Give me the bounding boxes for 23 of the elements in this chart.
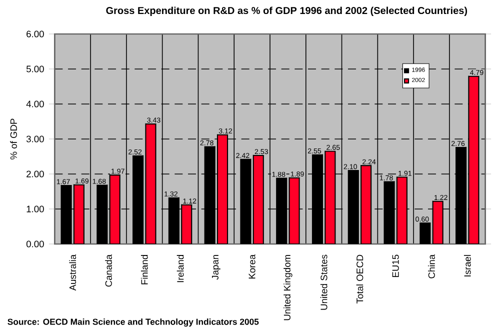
y-tick-label: 2.00 [26,170,44,178]
y-axis-title: % of GDP [10,118,17,160]
y-tick-label: 6.00 [26,30,44,38]
y-tick-label: 4.00 [26,100,44,108]
x-tick-label: Japan [212,255,220,280]
x-tick-label: United States [320,254,328,310]
y-tick-label: 5.00 [26,66,44,72]
x-tick-label: Finland [140,255,148,284]
x-tick-label: Canada [105,254,112,287]
x-tick-label: Korea [248,254,256,279]
x-tick-label: EU15 [392,254,399,277]
x-tick-label: China [428,254,435,278]
x-tick-label: United Kingdom [284,255,292,320]
chart-title: Gross Expenditure on R&D as % of GDP 1996 and 2002 (Selected Countries) [106,6,468,16]
x-tick-label: Australia [69,254,76,291]
y-tick-label: 1.00 [26,206,44,212]
bar [420,222,431,244]
y-tick-label: 3.00 [26,136,44,142]
x-tick-label: Total OECD [356,254,364,304]
source-note: Source: OECD Main Science and Technology Indicators 2005 [8,318,259,327]
x-tick-label: Israel [464,255,471,276]
y-tick-label: 0.00 [26,240,44,248]
x-tick-label: Ireland [176,255,184,282]
